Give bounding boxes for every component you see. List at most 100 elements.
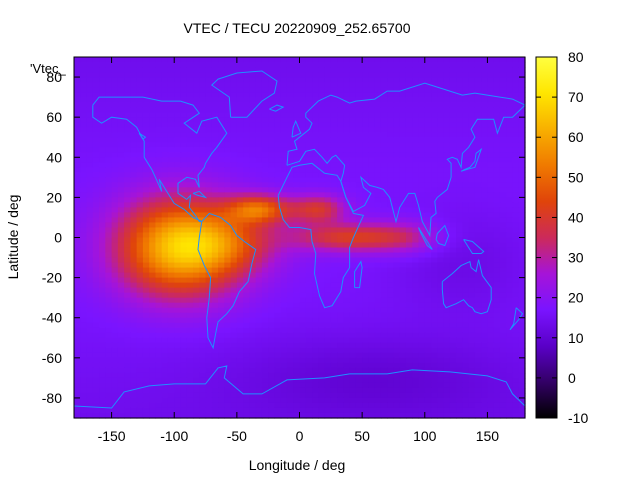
heatmap-cell — [387, 122, 395, 128]
heatmap-cell — [324, 252, 332, 259]
heatmap-cell — [412, 137, 420, 143]
heatmap-cell — [105, 252, 113, 259]
heatmap-cell — [92, 107, 100, 113]
heatmap-cell — [186, 342, 194, 349]
heatmap-cell — [349, 72, 357, 78]
heatmap-cell — [80, 307, 88, 314]
heatmap-cell — [324, 237, 332, 244]
heatmap-cell — [318, 167, 326, 173]
heatmap-cell — [405, 207, 413, 214]
heatmap-cell — [280, 252, 288, 259]
heatmap-cell — [293, 167, 301, 173]
heatmap-cell — [343, 377, 351, 384]
heatmap-cell — [268, 77, 276, 83]
heatmap-cell — [124, 67, 131, 73]
heatmap-cell — [474, 147, 482, 153]
heatmap-cell — [142, 202, 150, 209]
heatmap-cell — [80, 312, 88, 319]
heatmap-cell — [424, 217, 432, 224]
heatmap-cell — [374, 342, 382, 349]
heatmap-cell — [449, 192, 457, 198]
heatmap-cell — [161, 62, 169, 68]
heatmap-cell — [130, 387, 138, 394]
heatmap-cell — [456, 202, 463, 209]
heatmap-cell — [293, 337, 301, 344]
heatmap-cell — [468, 77, 476, 83]
heatmap-cell — [111, 402, 119, 409]
heatmap-cell — [355, 177, 363, 183]
heatmap-cell — [355, 297, 363, 304]
heatmap-cell — [330, 217, 338, 224]
heatmap-cell — [393, 397, 401, 404]
heatmap-cell — [393, 322, 401, 329]
heatmap-cell — [255, 292, 263, 299]
heatmap-cell — [412, 332, 420, 339]
heatmap-cell — [130, 172, 138, 178]
heatmap-cell — [393, 162, 401, 168]
heatmap-cell — [387, 292, 395, 299]
heatmap-cell — [337, 247, 344, 254]
heatmap-cell — [218, 262, 225, 269]
heatmap-cell — [474, 242, 482, 249]
heatmap-cell — [293, 387, 301, 394]
heatmap-cell — [161, 87, 169, 93]
heatmap-cell — [343, 147, 351, 153]
heatmap-cell — [462, 322, 470, 329]
heatmap-cell — [155, 347, 163, 354]
heatmap-cell — [493, 272, 501, 279]
heatmap-cell — [437, 182, 445, 188]
heatmap-cell — [149, 277, 157, 284]
heatmap-cell — [261, 262, 269, 269]
heatmap-cell — [174, 72, 182, 78]
heatmap-cell — [243, 312, 250, 319]
heatmap-cell — [337, 397, 344, 404]
heatmap-cell — [299, 112, 307, 118]
heatmap-cell — [249, 297, 257, 304]
heatmap-cell — [117, 227, 125, 234]
heatmap-cell — [286, 207, 294, 214]
heatmap-cell — [293, 372, 301, 379]
heatmap-cell — [412, 267, 420, 274]
heatmap-cell — [299, 222, 307, 229]
heatmap-cell — [186, 287, 194, 294]
heatmap-cell — [199, 362, 207, 369]
heatmap-cell — [499, 322, 507, 329]
heatmap-cell — [236, 97, 244, 103]
heatmap-cell — [286, 132, 294, 138]
heatmap-cell — [312, 237, 319, 244]
heatmap-cell — [255, 302, 263, 309]
heatmap-cell — [124, 377, 131, 384]
heatmap-cell — [149, 102, 157, 108]
heatmap-cell — [249, 357, 257, 364]
heatmap-cell — [268, 347, 276, 354]
heatmap-cell — [186, 242, 194, 249]
heatmap-cell — [142, 307, 150, 314]
heatmap-cell — [462, 137, 470, 143]
heatmap-cell — [362, 67, 369, 73]
heatmap-cell — [368, 227, 376, 234]
heatmap-cell — [236, 302, 244, 309]
heatmap-cell — [80, 277, 88, 284]
heatmap-cell — [186, 277, 194, 284]
heatmap-cell — [268, 117, 276, 123]
heatmap-cell — [343, 387, 351, 394]
heatmap-cell — [86, 82, 94, 88]
heatmap-cell — [318, 187, 326, 193]
heatmap-cell — [99, 227, 106, 234]
heatmap-cell — [74, 82, 81, 88]
heatmap-cell — [380, 397, 388, 404]
heatmap-cell — [493, 72, 501, 78]
heatmap-cell — [99, 287, 106, 294]
heatmap-cell — [86, 402, 94, 409]
heatmap-cell — [293, 177, 301, 183]
heatmap-cell — [193, 82, 200, 88]
heatmap-cell — [299, 292, 307, 299]
heatmap-cell — [149, 192, 157, 198]
heatmap-cell — [243, 127, 250, 133]
heatmap-cell — [74, 362, 81, 369]
heatmap-cell — [462, 212, 470, 219]
heatmap-cell — [155, 257, 163, 264]
heatmap-cell — [236, 242, 244, 249]
heatmap-cell — [80, 67, 88, 73]
heatmap-cell — [412, 367, 420, 374]
